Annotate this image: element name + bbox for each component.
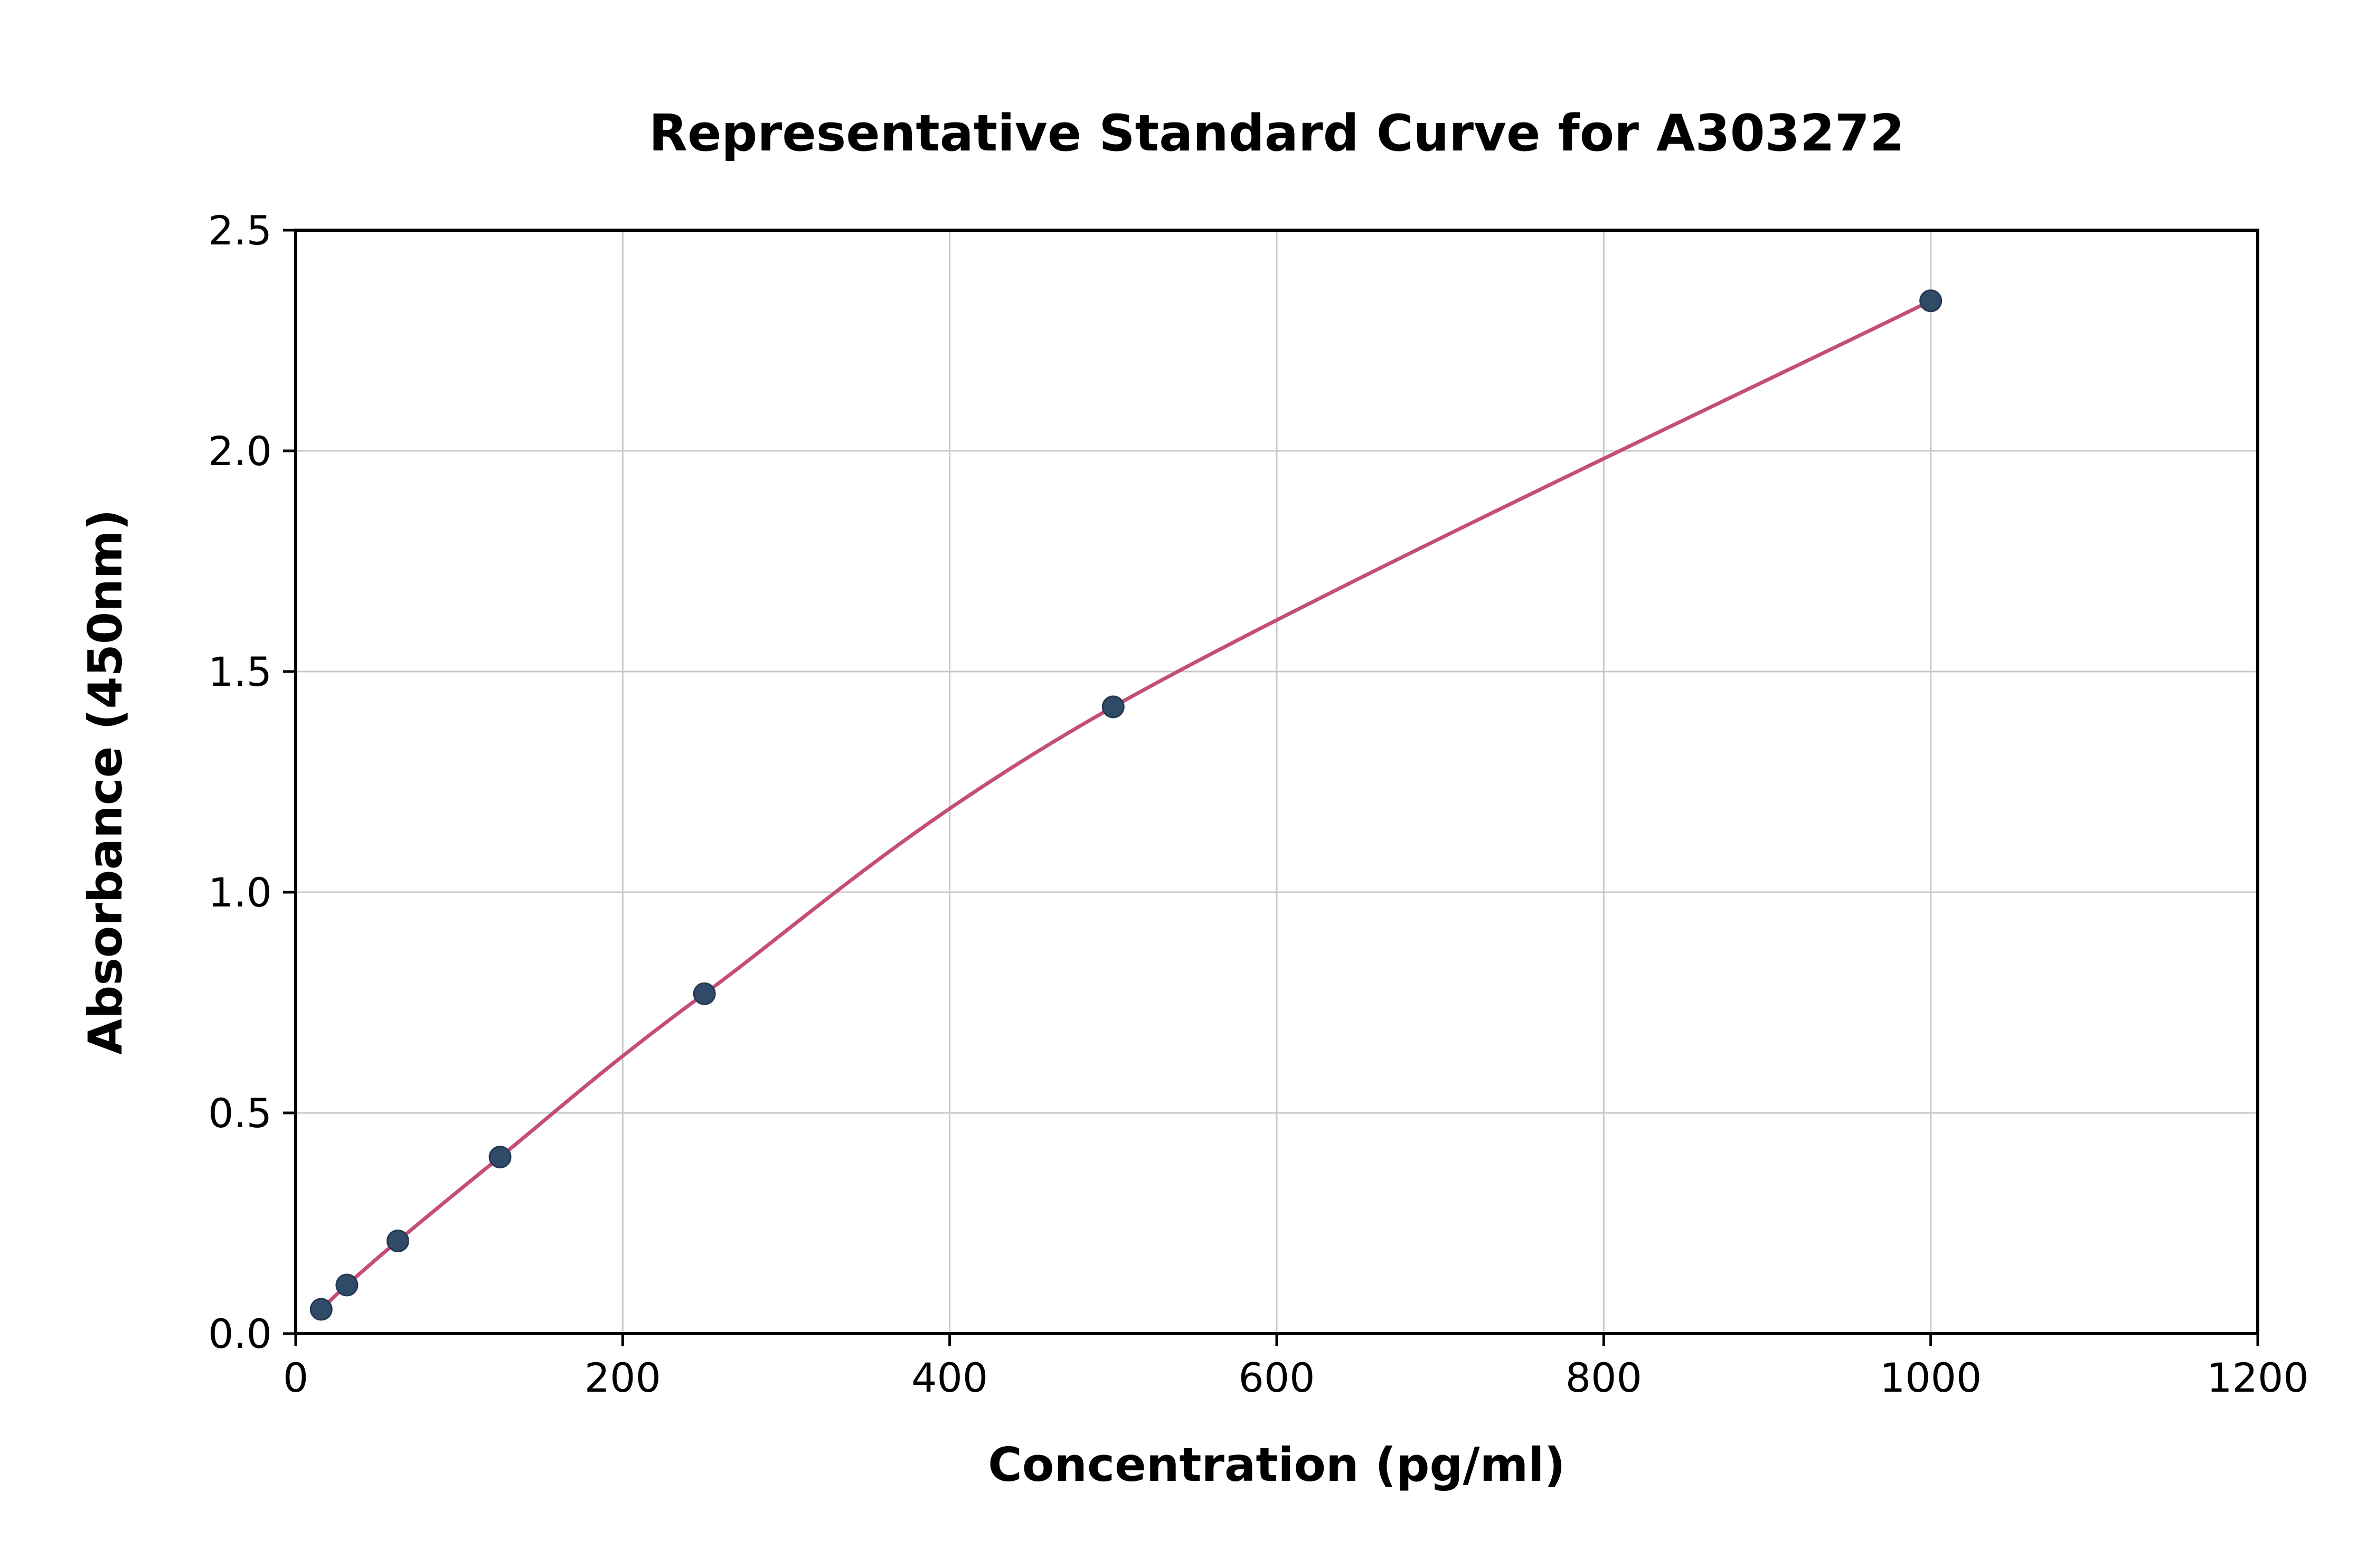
tick-label-layer: 0 200 400 600 800 1000 1200 0.0 0.5 1.0 1.5 2.0 2.5 xyxy=(208,207,2309,1401)
data-point xyxy=(1101,695,1125,719)
x-tick-label: 1200 xyxy=(2207,1354,2308,1401)
data-point xyxy=(386,1229,410,1252)
y-tick-label: 0.5 xyxy=(208,1090,272,1137)
chart-title: Representative Standard Curve for A30327… xyxy=(649,105,1904,163)
y-tick-label: 0.0 xyxy=(208,1310,272,1357)
data-points-layer xyxy=(309,289,1943,1321)
data-point xyxy=(335,1273,359,1297)
y-tick-label: 2.0 xyxy=(208,428,272,475)
x-axis-label: Concentration (pg/ml) xyxy=(988,1438,1565,1492)
fit-curve-layer xyxy=(319,299,1933,1311)
data-point xyxy=(1919,289,1943,313)
data-point xyxy=(693,982,716,1005)
y-tick-label: 2.5 xyxy=(208,207,272,254)
axis-layer xyxy=(283,229,2259,1346)
y-tick-label: 1.5 xyxy=(208,648,272,695)
data-point xyxy=(309,1298,333,1321)
grid-layer xyxy=(295,229,2259,1335)
y-tick-label: 1.0 xyxy=(208,869,272,916)
x-tick-label: 1000 xyxy=(1880,1354,1982,1401)
data-point xyxy=(488,1146,512,1169)
x-tick-label: 0 xyxy=(283,1354,308,1401)
x-tick-label: 800 xyxy=(1566,1354,1642,1401)
x-tick-label: 600 xyxy=(1238,1354,1315,1401)
x-tick-label: 200 xyxy=(584,1354,661,1401)
y-axis-label: Absorbance (450nm) xyxy=(78,509,133,1054)
x-tick-label: 400 xyxy=(911,1354,988,1401)
standard-curve-line xyxy=(319,299,1933,1311)
